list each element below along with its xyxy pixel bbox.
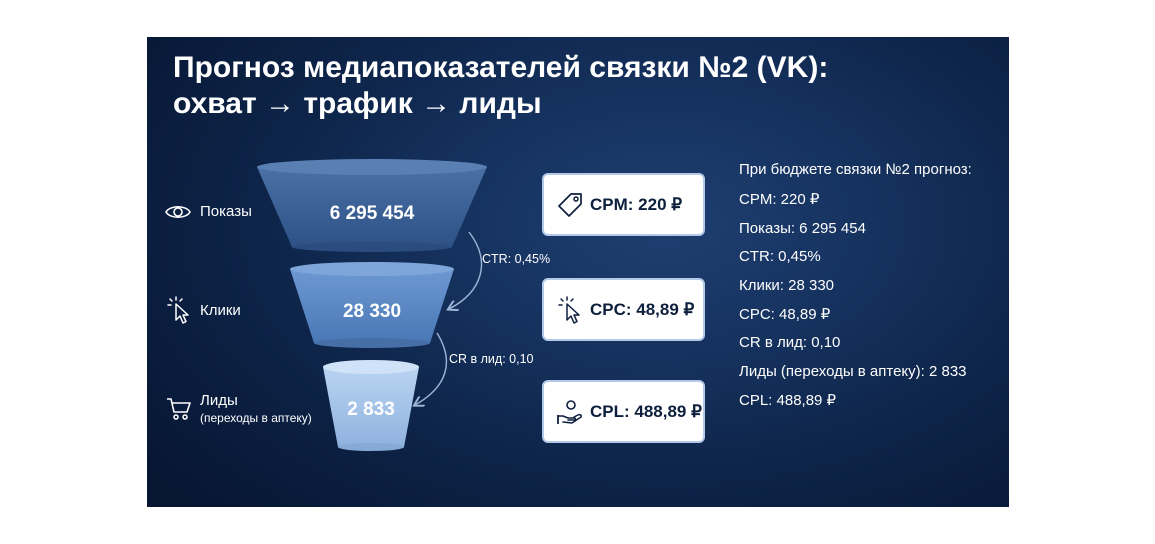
summary-line: CPL: 488,89 ₽	[739, 391, 837, 409]
ctr-rate: CTR: 0,45%	[482, 252, 551, 266]
summary-line: Лиды (переходы в аптеку): 2 833	[739, 363, 967, 381]
funnel-stage-leads	[323, 367, 419, 447]
stage-value-leads: 2 833	[347, 399, 395, 420]
stage-value-impressions: 6 295 454	[329, 203, 415, 224]
summary-line: CTR: 0,45%	[739, 248, 821, 266]
slide-title: Прогноз медиапоказателей связки №2 (VK):…	[173, 50, 993, 122]
cart-icon	[167, 398, 191, 420]
funnel-stage-impressions	[257, 167, 487, 247]
card-cpl: CPL: 488,89 ₽	[542, 380, 705, 443]
cursor-click-icon	[558, 295, 580, 324]
summary-line: Показы: 6 295 454	[739, 219, 866, 237]
cursor-click-icon	[167, 296, 189, 324]
summary-line: CPM: 220 ₽	[739, 191, 820, 208]
funnel-stage-clicks	[290, 269, 454, 343]
summary-intro: При бюджете связки №2 прогноз:	[739, 161, 972, 178]
hand-coin-icon	[557, 399, 582, 424]
cr-rate: CR в лид: 0,10	[449, 352, 534, 366]
price-tag-icon	[558, 192, 582, 217]
title-line-2: охват → трафик → лиды	[173, 87, 542, 120]
stage-value-clicks: 28 330	[342, 301, 402, 322]
card-cpc-text: CPC: 48,89 ₽	[590, 299, 695, 319]
slide: Прогноз медиапоказателей связки №2 (VK):…	[147, 37, 1009, 507]
stage-sublabel-leads: (переходы в аптеку)	[200, 411, 312, 425]
stage-label-clicks: Клики	[200, 302, 241, 319]
summary-line: CPC: 48,89 ₽	[739, 305, 831, 323]
arrow-ctr	[449, 231, 483, 309]
stage-label-leads: Лиды	[200, 392, 238, 409]
card-cpm-text: CPM: 220 ₽	[590, 194, 683, 214]
eye-icon	[165, 205, 191, 219]
card-cpc: CPC: 48,89 ₽	[542, 278, 705, 341]
card-cpl-text: CPL: 488,89 ₽	[590, 401, 702, 421]
forecast-summary: При бюджете связки №2 прогноз: CPM: 220 …	[739, 160, 979, 420]
stage-label-impressions: Показы	[200, 203, 252, 220]
summary-line: CR в лид: 0,10	[739, 334, 841, 352]
card-cpm: CPM: 220 ₽	[542, 173, 705, 236]
title-line-1: Прогноз медиапоказателей связки №2 (VK):	[173, 51, 829, 84]
funnel-graphic	[257, 159, 487, 451]
arrow-cr	[415, 332, 447, 405]
summary-line: Клики: 28 330	[739, 277, 835, 295]
